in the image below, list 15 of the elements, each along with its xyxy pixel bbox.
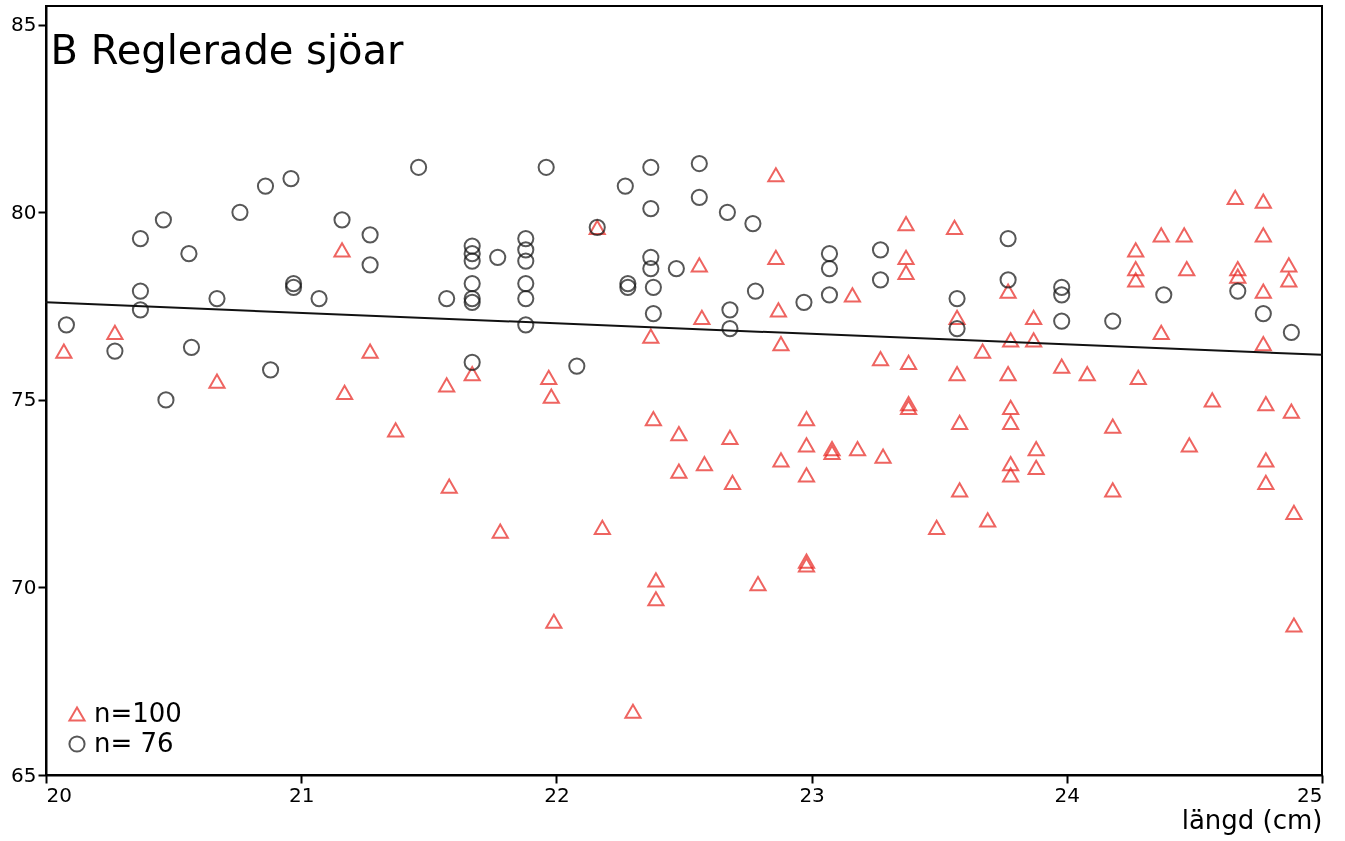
- x-axis-title: längd (cm): [1181, 804, 1323, 835]
- y-tick-label: 85: [11, 12, 37, 37]
- y-tick-label: 65: [11, 762, 37, 787]
- x-tick-label: 20: [46, 782, 72, 807]
- x-tick-label: 21: [288, 782, 315, 807]
- legend-label: n=100: [94, 698, 182, 728]
- x-tick-label: 22: [544, 782, 570, 807]
- x-tick-label: 25: [1297, 782, 1323, 807]
- y-tick-label: 70: [11, 574, 37, 599]
- text: B Reglerade sjöar: [50, 27, 405, 73]
- x-tick-label: 23: [799, 782, 825, 807]
- legend-label: n= 76: [94, 728, 174, 758]
- y-tick-label: 80: [11, 199, 37, 224]
- x-tick-label: 24: [1054, 782, 1081, 807]
- y-tick-label: 75: [11, 387, 37, 412]
